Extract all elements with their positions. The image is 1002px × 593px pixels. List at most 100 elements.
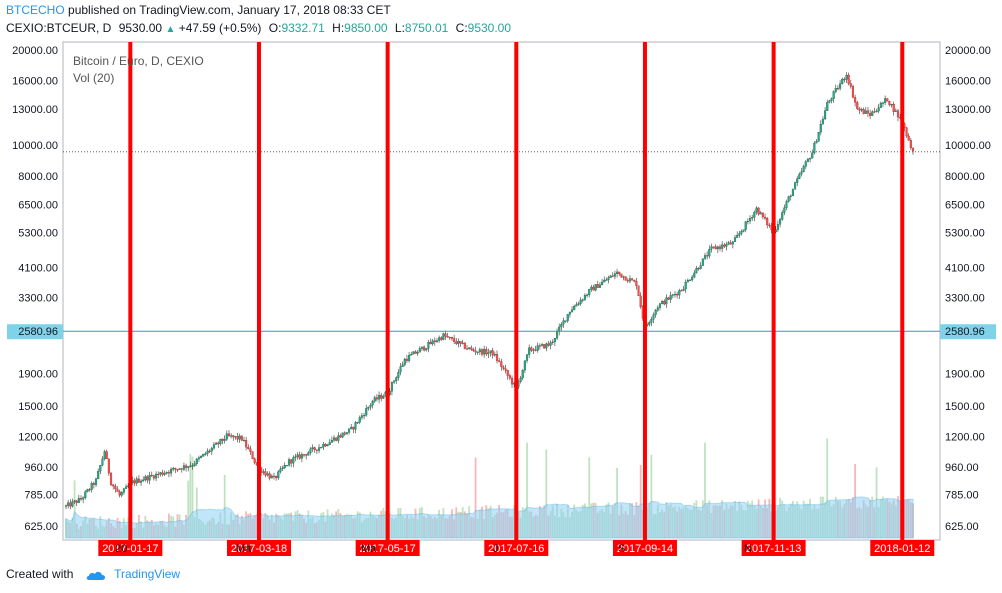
volume-bars (65, 438, 914, 539)
candle-body (710, 246, 713, 250)
candle-body (453, 338, 456, 342)
candle-body (86, 489, 89, 492)
candle (279, 466, 282, 474)
candle-body (669, 295, 672, 300)
candle-body (172, 468, 175, 470)
candle-body (268, 473, 271, 479)
candle (631, 277, 634, 281)
candle (420, 346, 424, 351)
candle-body (890, 104, 893, 106)
tradingview-link[interactable]: TradingView (114, 567, 181, 581)
volume-bar (191, 456, 194, 538)
candle-body (575, 304, 578, 307)
candle-body (425, 348, 428, 351)
candle (549, 340, 552, 350)
marker-label: 2017-05-17 (360, 543, 416, 555)
candle-body (558, 326, 561, 332)
open-label: O: (268, 21, 282, 35)
candle (270, 474, 273, 479)
candle-body (118, 491, 121, 496)
candle (371, 399, 374, 409)
candle-body (474, 350, 477, 353)
candle-body (300, 454, 303, 459)
candle-body (652, 314, 655, 320)
candle-body (315, 449, 318, 451)
candle (232, 435, 235, 441)
candle (729, 240, 732, 245)
marker-label: 2017-07-16 (488, 543, 544, 555)
candle (854, 94, 857, 107)
candle-body (159, 472, 162, 475)
candle (562, 317, 565, 328)
y-tick-left: 20000.00 (12, 45, 58, 57)
candle-body (472, 349, 475, 351)
candle-body (845, 74, 848, 80)
high-value: 9850.00 (344, 21, 388, 35)
candle-body (718, 246, 722, 249)
y-tick-left: 13000.00 (12, 104, 58, 116)
candle (165, 471, 168, 475)
candle-body (242, 440, 246, 442)
candle (352, 426, 355, 434)
candle-body (302, 454, 306, 456)
date-markers: 2017-01-17 2017-03-18 2017-05-17 2017-07-16… (98, 42, 935, 556)
candle-body (450, 337, 454, 339)
candle-body (828, 100, 831, 103)
candle-body (79, 498, 83, 500)
candle (309, 447, 312, 456)
candle (673, 291, 677, 298)
author-link[interactable]: BTCECHO (6, 3, 65, 17)
candle (470, 345, 473, 352)
candle (487, 348, 490, 359)
candle (67, 500, 70, 509)
candle (907, 133, 910, 141)
candle-body (414, 351, 417, 354)
candle (285, 465, 288, 467)
candle (322, 441, 325, 451)
candle (811, 149, 814, 159)
candle (781, 210, 784, 221)
candle-body (691, 276, 694, 281)
candle (167, 470, 170, 478)
candle-body (232, 435, 235, 438)
candle (832, 90, 835, 103)
x-tick: 20 (115, 543, 127, 555)
candle (341, 432, 344, 439)
candle (869, 109, 872, 120)
marker-label-bg (226, 540, 291, 556)
candle-body (633, 280, 636, 282)
candle-body (806, 158, 809, 162)
candle-body (566, 314, 569, 321)
candle-body (375, 397, 378, 400)
candle-body (821, 118, 824, 125)
candle-body (809, 158, 812, 160)
candle (483, 345, 486, 358)
candle (701, 258, 704, 266)
candle (185, 463, 188, 472)
volume-bar (223, 474, 226, 538)
candle (616, 268, 619, 278)
candle-body (476, 351, 479, 353)
candle-body (165, 472, 168, 474)
volume-bar (650, 454, 653, 538)
candle (73, 499, 76, 505)
candle (275, 475, 278, 481)
candle (738, 230, 741, 238)
y-tick-right: 2580.96 (945, 326, 985, 338)
candle (425, 347, 428, 352)
y-tick-right: 625.00 (945, 521, 979, 533)
candle (262, 468, 265, 475)
candle (180, 468, 183, 473)
candle-body (266, 473, 269, 476)
candle (684, 279, 687, 293)
candle (223, 435, 226, 444)
candle (686, 278, 689, 283)
candle-body (894, 110, 897, 112)
tradingview-cloud-icon[interactable] (85, 569, 107, 581)
candle (871, 110, 874, 117)
candle-body (264, 471, 267, 476)
candle-body (740, 231, 743, 234)
candle (519, 375, 522, 384)
candle (272, 472, 276, 480)
